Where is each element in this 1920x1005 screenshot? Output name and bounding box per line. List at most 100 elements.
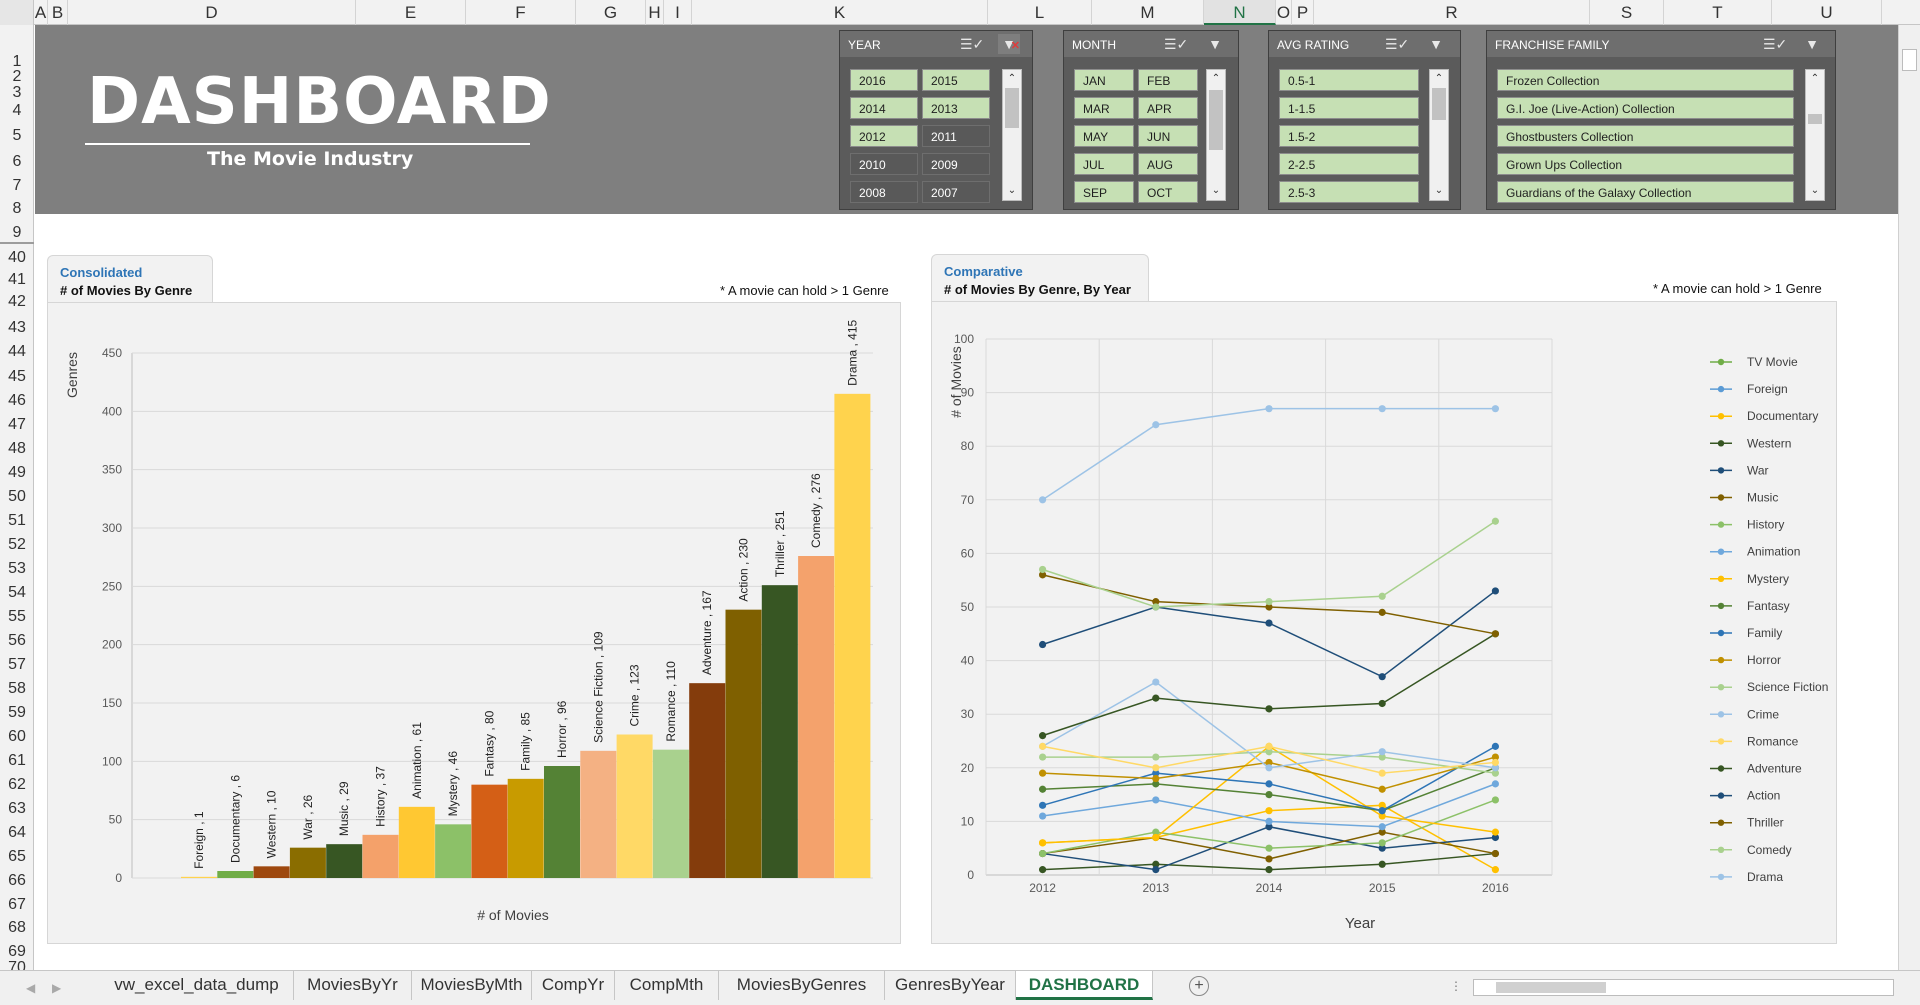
filter-icon[interactable]: ▼ <box>1208 36 1222 52</box>
row-header-8[interactable]: 8 <box>12 200 22 217</box>
column-header-a[interactable]: A <box>34 0 48 25</box>
sheet-tab[interactable]: vw_excel_data_dump <box>100 971 294 1000</box>
row-header-65[interactable]: 65 <box>8 848 26 865</box>
filter-icon[interactable]: ▼ <box>1429 36 1443 52</box>
slicer-item[interactable]: 2016 <box>850 69 918 91</box>
row-header-43[interactable]: 43 <box>8 319 26 336</box>
column-header-b[interactable]: B <box>48 0 68 25</box>
row-header-59[interactable]: 59 <box>8 704 26 721</box>
slicer-scrollbar[interactable]: ⌃ ⌄ <box>1805 69 1825 201</box>
select-all-corner[interactable] <box>0 0 34 25</box>
scroll-thumb[interactable] <box>1808 114 1822 124</box>
slicer-item[interactable]: 2015 <box>922 69 990 91</box>
row-header-52[interactable]: 52 <box>8 536 26 553</box>
row-header-64[interactable]: 64 <box>8 824 26 841</box>
row-header-68[interactable]: 68 <box>8 919 26 936</box>
column-header-s[interactable]: S <box>1590 0 1664 25</box>
comparative-chart-panel[interactable]: 0 10 20 30 40 50 60 70 80 90 100 2012 2013 2014 2015 20… <box>931 301 1837 944</box>
slicer-item[interactable]: JUL <box>1074 153 1134 175</box>
scroll-up-icon[interactable]: ⌃ <box>1434 73 1444 84</box>
scroll-up-icon[interactable]: ⌃ <box>1007 73 1017 84</box>
slicer-item[interactable]: FEB <box>1138 69 1198 91</box>
column-header-o[interactable]: O <box>1276 0 1292 25</box>
row-header-44[interactable]: 44 <box>8 343 26 360</box>
row-header-63[interactable]: 63 <box>8 800 26 817</box>
column-header-m[interactable]: M <box>1092 0 1204 25</box>
scroll-thumb[interactable] <box>1209 90 1223 150</box>
column-header-t[interactable]: T <box>1664 0 1772 25</box>
sheet-tab[interactable]: CompYr <box>532 971 615 1000</box>
column-header-e[interactable]: E <box>356 0 466 25</box>
row-header-42[interactable]: 42 <box>8 293 26 310</box>
column-header-u[interactable]: U <box>1772 0 1882 25</box>
sheet-tab[interactable]: MoviesByYr <box>294 971 412 1000</box>
slicer-item[interactable]: JUN <box>1138 125 1198 147</box>
column-header-f[interactable]: F <box>466 0 576 25</box>
slicer-item[interactable]: SEP <box>1074 181 1134 203</box>
sheet-tab[interactable]: GenresByYear <box>885 971 1016 1000</box>
column-header-l[interactable]: L <box>988 0 1092 25</box>
genre-bar-chart[interactable]: 0 50 100 150 200 250 300 350 400 450 Foreign , 1 Do… <box>48 303 900 943</box>
row-header-2[interactable]: 2 <box>12 68 22 85</box>
franchise-family-slicer[interactable]: FRANCHISE FAMILY ☰✓ ▼ Frozen Collection G… <box>1486 30 1836 210</box>
row-header-48[interactable]: 48 <box>8 440 26 457</box>
avg-rating-slicer[interactable]: AVG RATING ☰✓ ▼ 0.5-1 1-1.5 1.5-2 2-2.5 2.5-… <box>1268 30 1461 210</box>
row-header-67[interactable]: 67 <box>8 896 26 913</box>
horizontal-scrollbar[interactable] <box>1473 979 1894 996</box>
row-header-1[interactable]: 1 <box>12 53 22 70</box>
consolidated-chart-panel[interactable]: 0 50 100 150 200 250 300 350 400 450 Foreign , 1 Do… <box>47 302 901 944</box>
slicer-item[interactable]: JAN <box>1074 69 1134 91</box>
slicer-item[interactable]: Ghostbusters Collection <box>1497 125 1794 147</box>
slicer-item[interactable]: OCT <box>1138 181 1198 203</box>
row-header-40[interactable]: 40 <box>8 249 26 266</box>
row-header-61[interactable]: 61 <box>8 752 26 769</box>
column-header-r[interactable]: R <box>1314 0 1590 25</box>
slicer-item[interactable]: MAR <box>1074 97 1134 119</box>
row-header-57[interactable]: 57 <box>8 656 26 673</box>
slicer-item[interactable]: 2012 <box>850 125 918 147</box>
slicer-item[interactable]: APR <box>1138 97 1198 119</box>
slicer-item[interactable]: Grown Ups Collection <box>1497 153 1794 175</box>
slicer-item[interactable]: 2.5-3 <box>1279 181 1419 203</box>
slicer-item[interactable]: MAY <box>1074 125 1134 147</box>
row-header-9[interactable]: 9 <box>0 224 34 244</box>
sheet-tab[interactable]: MoviesByMth <box>412 971 532 1000</box>
row-header-51[interactable]: 51 <box>8 512 26 529</box>
row-header-41[interactable]: 41 <box>8 271 26 288</box>
scroll-thumb[interactable] <box>1496 982 1606 993</box>
row-header-58[interactable]: 58 <box>8 680 26 697</box>
column-header-k[interactable]: K <box>692 0 988 25</box>
slicer-item[interactable]: 2013 <box>922 97 990 119</box>
scroll-thumb[interactable] <box>1902 49 1917 71</box>
slicer-item[interactable]: 2008 <box>850 181 918 203</box>
scroll-thumb[interactable] <box>1432 88 1446 120</box>
slicer-item[interactable]: 2009 <box>922 153 990 175</box>
multi-select-icon[interactable]: ☰✓ <box>1763 36 1788 52</box>
row-header-53[interactable]: 53 <box>8 560 26 577</box>
year-slicer[interactable]: YEAR ☰✓ ▼ ✕ 2016 2015 2014 2013 2012 2011 2010 2… <box>839 30 1033 210</box>
prev-sheet-icon[interactable]: ◀ <box>26 981 36 995</box>
slicer-item[interactable]: 2011 <box>922 125 990 147</box>
row-header-7[interactable]: 7 <box>12 177 22 194</box>
row-header-54[interactable]: 54 <box>8 584 26 601</box>
row-header-55[interactable]: 55 <box>8 608 26 625</box>
column-header-h[interactable]: H <box>646 0 664 25</box>
row-header-69[interactable]: 69 <box>8 943 26 960</box>
slicer-item[interactable]: 0.5-1 <box>1279 69 1419 91</box>
month-slicer[interactable]: MONTH ☰✓ ▼ JAN FEB MAR APR MAY JUN JUL AUG SEP OC… <box>1063 30 1239 210</box>
column-header-n[interactable]: N <box>1204 0 1276 25</box>
row-header-45[interactable]: 45 <box>8 368 26 385</box>
multi-select-icon[interactable]: ☰✓ <box>1164 36 1189 52</box>
slicer-scrollbar[interactable]: ⌃ ⌄ <box>1429 69 1449 201</box>
scroll-thumb[interactable] <box>1005 88 1019 128</box>
filter-icon[interactable]: ▼ <box>1805 36 1819 52</box>
row-header-50[interactable]: 50 <box>8 488 26 505</box>
row-header-3[interactable]: 3 <box>12 84 22 101</box>
slicer-scrollbar[interactable]: ⌃ ⌄ <box>1206 69 1226 201</box>
scroll-down-icon[interactable]: ⌄ <box>1211 185 1221 196</box>
scroll-down-icon[interactable]: ⌄ <box>1810 185 1820 196</box>
slicer-scrollbar[interactable]: ⌃ ⌄ <box>1002 69 1022 201</box>
scroll-up-icon[interactable]: ⌃ <box>1211 73 1221 84</box>
multi-select-icon[interactable]: ☰✓ <box>960 36 985 52</box>
slicer-item[interactable]: 1-1.5 <box>1279 97 1419 119</box>
